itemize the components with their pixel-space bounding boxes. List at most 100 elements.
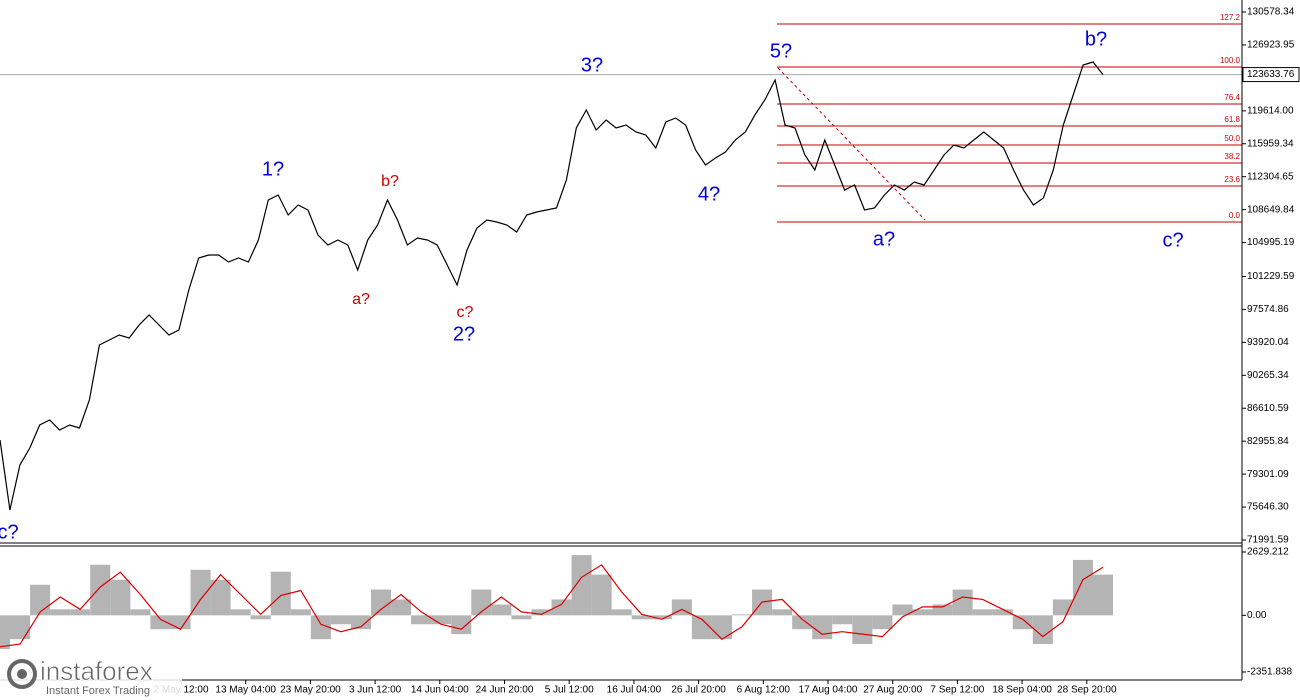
- histogram-bar: [932, 604, 953, 616]
- histogram-bar: [591, 574, 612, 616]
- y-tick-label: 79301.09: [1247, 469, 1289, 480]
- histogram-bar: [651, 615, 672, 620]
- x-tick-label: 7 Sep 12:00: [930, 685, 984, 696]
- histogram-bar: [1092, 574, 1114, 616]
- wave-label: 1?: [262, 158, 284, 180]
- wave-label: a?: [873, 228, 895, 250]
- histogram-bar: [611, 609, 632, 616]
- histogram-bar: [431, 615, 452, 625]
- wave-label: c?: [457, 304, 474, 321]
- histogram-bar: [70, 609, 91, 616]
- y-tick-label: 82955.84: [1247, 436, 1289, 447]
- histogram-bar: [711, 615, 732, 640]
- histogram-bar: [731, 614, 753, 616]
- x-tick-label: 28 Sep 20:00: [1057, 685, 1117, 696]
- fib-label: 23.6: [1224, 175, 1240, 184]
- histogram-bar: [832, 615, 853, 625]
- x-tick-label: 6 Aug 12:00: [737, 685, 791, 696]
- histogram-bar: [250, 615, 271, 620]
- x-tick-label: 26 Jul 20:00: [671, 685, 726, 696]
- histogram-bar: [0, 615, 11, 650]
- histogram-bar: [310, 615, 331, 640]
- y-tick-label: 108649.84: [1247, 204, 1295, 215]
- histogram-bar: [1012, 615, 1033, 630]
- histogram-bar: [952, 589, 973, 616]
- histogram-bar: [691, 615, 712, 640]
- histogram-bar: [170, 615, 191, 630]
- x-tick-label: 27 Aug 20:00: [863, 685, 922, 696]
- histogram-bar: [1072, 559, 1093, 616]
- wave-label: 5?: [770, 40, 792, 62]
- histogram-bar: [1032, 615, 1053, 645]
- x-tick-label: 18 Sep 04:00: [992, 685, 1052, 696]
- x-tick-label: 23 May 20:00: [280, 685, 341, 696]
- histogram-bar: [10, 615, 31, 640]
- x-tick-label: 14 Jun 04:00: [411, 685, 469, 696]
- histogram-bar: [571, 555, 592, 616]
- plot-area: 130578.34 126923.95 119614.00 115959.34 1123…: [0, 7, 1300, 696]
- histogram-bar: [371, 589, 392, 616]
- fib-label: 0.0: [1229, 211, 1241, 220]
- fib-label: 127.2: [1220, 13, 1241, 22]
- y-tick-label: 130578.34: [1247, 7, 1295, 18]
- fib-label: 76.4: [1224, 93, 1240, 102]
- histogram-bar: [972, 609, 993, 616]
- histogram-bar: [270, 571, 291, 616]
- histogram-bar: [471, 589, 492, 616]
- logo-brand: instaforex: [40, 656, 153, 686]
- fib-label: 100.0: [1220, 56, 1241, 65]
- current-price-box: [1242, 67, 1300, 83]
- histogram-bar: [992, 609, 1013, 616]
- y-tick-label: 112304.65: [1247, 171, 1294, 182]
- histogram-bar: [411, 615, 432, 625]
- histogram-bar: [511, 615, 532, 620]
- fib-label: 50.0: [1224, 134, 1240, 143]
- wave-label: c?: [1162, 229, 1183, 251]
- x-tick-label: 5 Jul 12:00: [545, 685, 594, 696]
- histogram-bar: [631, 615, 652, 620]
- y-tick-label: 97574.86: [1247, 304, 1289, 315]
- y-tick-label: 119614.00: [1247, 105, 1294, 116]
- wave-label: 4?: [698, 183, 720, 205]
- signal-line: [0, 564, 1104, 648]
- histogram-bar: [792, 615, 813, 630]
- histogram-bar: [391, 599, 412, 616]
- y-tick-label: 0.00: [1247, 610, 1267, 621]
- wave-labels: c? 1? b? a? c? 2? 3? 4? 5? a? b? c?: [0, 28, 1184, 543]
- histogram-bar: [190, 569, 211, 616]
- histogram-bar: [50, 609, 71, 616]
- y-tick-label: 75646.30: [1247, 502, 1289, 513]
- trend-line: [777, 67, 926, 221]
- logo: instaforex Instant Forex Trading: [0, 655, 182, 700]
- y-tick-label: 71991.59: [1247, 535, 1289, 546]
- histogram-bar: [531, 609, 552, 616]
- x-tick-label: 24 Jun 20:00: [476, 685, 534, 696]
- y-tick-label: 93920.04: [1247, 337, 1289, 348]
- histogram-bar: [872, 615, 893, 630]
- histogram-bar: [772, 609, 793, 616]
- fib-label: 38.2: [1224, 152, 1240, 161]
- histogram-bar: [150, 615, 171, 630]
- histogram-bar: [230, 609, 251, 616]
- wave-label: b?: [1085, 28, 1107, 50]
- histogram-bar: [130, 609, 151, 616]
- histogram-bar: [210, 579, 231, 616]
- logo-icon: [17, 669, 27, 679]
- histogram-bar: [290, 609, 311, 616]
- y-tick-label: -2351.838: [1247, 667, 1292, 678]
- x-tick-label: 3 Jun 12:00: [349, 685, 402, 696]
- wave-label: c?: [0, 521, 19, 543]
- x-tick-label: 16 Jul 04:00: [607, 685, 662, 696]
- fib-label: 61.8: [1224, 115, 1240, 124]
- histogram-bar: [30, 584, 51, 616]
- x-tick-label: 13 May 04:00: [215, 685, 276, 696]
- y-tick-label: 101229.59: [1247, 271, 1295, 282]
- histogram-bar: [852, 615, 873, 645]
- histogram-bar: [912, 609, 933, 616]
- wave-label: a?: [352, 291, 370, 308]
- histogram-bar: [812, 615, 833, 640]
- histogram-bar: [551, 599, 572, 616]
- x-tick-label: 17 Aug 04:00: [799, 685, 858, 696]
- y-tick-label: 104995.19: [1247, 237, 1295, 248]
